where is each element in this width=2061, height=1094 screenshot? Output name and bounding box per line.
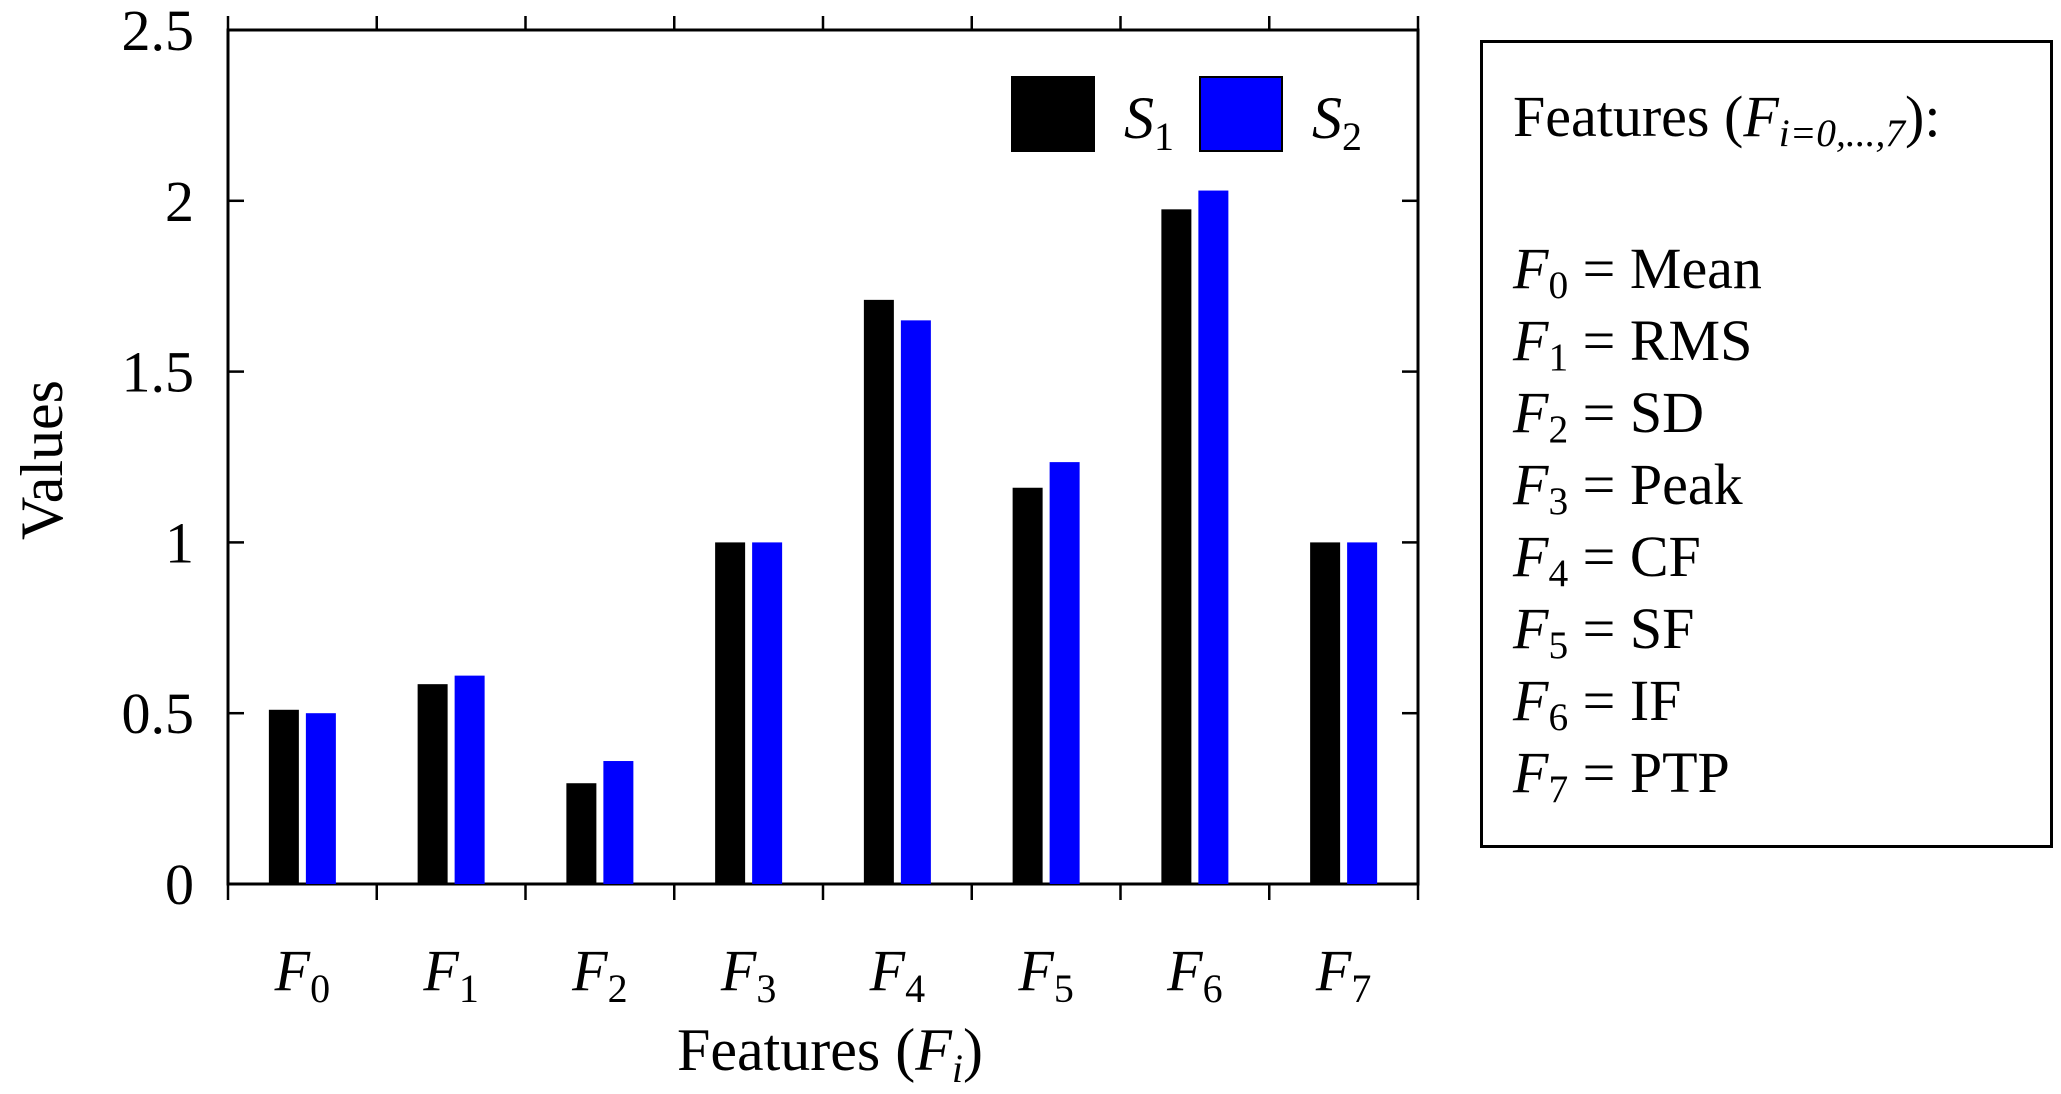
feature-definition-7: F7 = PTP (1513, 740, 1730, 811)
y-tick-label: 2.5 (122, 0, 195, 63)
feature-definition-1: F1 = RMS (1513, 308, 1753, 379)
bar-chart: 0 0.5 1 1.5 2 2.5 F0 F1 F2 F3 F4 F5 F6 F7 S1 S2 Value… (9, 0, 1420, 1091)
bar-f0-s1 (268, 709, 299, 884)
bar-f5-s2 (1049, 462, 1080, 884)
x-axis-label: Features (Fi) (677, 1017, 983, 1091)
feature-definition-2: F2 = SD (1513, 380, 1705, 451)
y-tick-label: 0.5 (122, 681, 195, 746)
bar-f3-s2 (752, 542, 783, 884)
x-axis-ticks: F0 F1 F2 F3 F4 F5 F6 F7 (226, 16, 1420, 1011)
legend-swatch-s2 (1199, 76, 1283, 152)
feature-definitions-panel: Features (Fi=0,...,7): F0 = Mean F1 = RMS… (1480, 40, 2053, 848)
bar-f4-s1 (863, 299, 894, 884)
bar-f7-s1 (1310, 542, 1341, 884)
feature-definition-5: F5 = SF (1513, 596, 1695, 667)
x-tick-label-f0: F0 (274, 938, 330, 1011)
x-tick-label-f3: F3 (720, 938, 776, 1011)
bars (268, 190, 1378, 885)
bar-f2-s1 (566, 783, 597, 884)
bar-f2-s2 (603, 761, 634, 884)
plot-frame (226, 28, 1420, 886)
legend-label-s2: S2 (1312, 85, 1362, 159)
x-tick-label-f7: F7 (1315, 938, 1371, 1011)
y-tick-label: 1 (165, 510, 194, 575)
feature-definition-0: F0 = Mean (1513, 236, 1762, 307)
x-tick-label-f2: F2 (571, 938, 627, 1011)
x-tick-label-f4: F4 (869, 938, 925, 1011)
legend-swatch-s1 (1011, 76, 1095, 152)
bar-f3-s1 (715, 542, 746, 884)
x-tick-label-f5: F5 (1017, 938, 1073, 1011)
x-tick-label-f1: F1 (422, 938, 478, 1011)
feature-definition-4: F4 = CF (1513, 524, 1701, 595)
y-tick-label: 2 (165, 169, 194, 234)
y-tick-label: 1.5 (122, 340, 195, 405)
plot-area-border (226, 28, 1420, 886)
bar-f5-s1 (1012, 487, 1043, 884)
bar-f6-s2 (1198, 190, 1229, 884)
bar-f0-s2 (305, 713, 336, 884)
y-axis-label: Values (9, 380, 75, 540)
feature-definition-3: F3 = Peak (1513, 452, 1743, 523)
bar-f1-s2 (454, 675, 485, 884)
feature-definitions-list: F0 = Mean F1 = RMS F2 = SD F3 = Peak F4 = CF… (1513, 233, 1762, 809)
x-tick-label-f6: F6 (1166, 938, 1222, 1011)
bar-f1-s1 (417, 684, 448, 884)
bar-f7-s2 (1347, 542, 1378, 884)
legend-label-s1: S1 (1124, 85, 1174, 159)
y-axis-ticks: 0 0.5 1 1.5 2 2.5 (122, 0, 1418, 917)
legend: S1 S2 (1011, 76, 1362, 159)
feature-definition-6: F6 = IF (1513, 668, 1682, 739)
y-tick-label: 0 (165, 852, 194, 917)
feature-definitions-title: Features (Fi=0,...,7): (1513, 84, 1941, 155)
bar-f4-s2 (900, 320, 931, 884)
bar-f6-s1 (1161, 209, 1192, 885)
